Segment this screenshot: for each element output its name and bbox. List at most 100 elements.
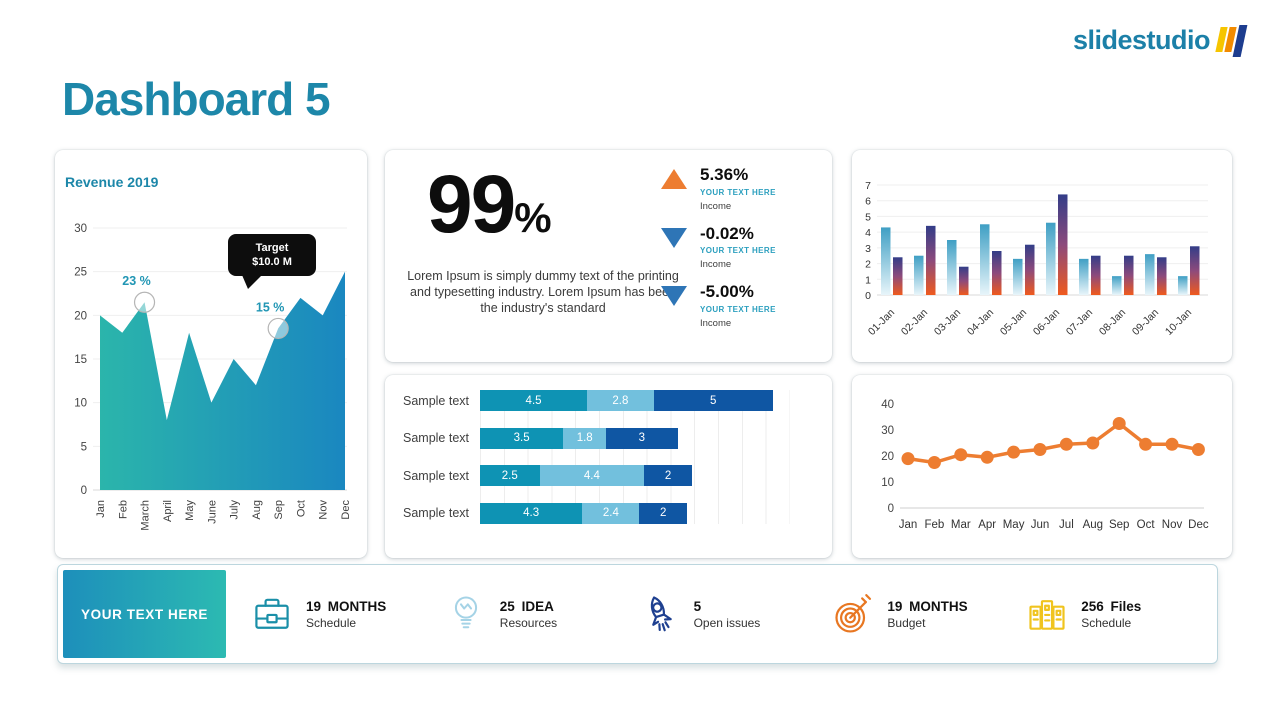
svg-text:23 %: 23 % (122, 274, 151, 288)
svg-text:05-Jan: 05-Jan (998, 307, 1029, 338)
svg-text:30: 30 (881, 425, 894, 437)
stacked-bar-row: Sample text 4.3 2.4 2 (385, 502, 832, 524)
svg-text:Jul: Jul (1059, 519, 1074, 531)
kpi-caption: Income (700, 259, 732, 271)
revenue-card: Revenue 2019 0 5 10 15 20 25 30 Jan Feb March Apri… (55, 150, 367, 558)
svg-text:May: May (184, 500, 196, 521)
stacked-bar-row: Sample text 3.5 1.8 3 (385, 427, 832, 449)
tooltip-line1: Target (255, 242, 289, 254)
brand-logo: slidestudio (1072, 22, 1248, 58)
svg-text:5: 5 (81, 441, 87, 453)
stacked-row-label: Sample text (403, 468, 470, 483)
target-icon (835, 594, 872, 633)
stat-value: 5 (693, 598, 702, 614)
files-icon (1029, 600, 1065, 630)
svg-text:25: 25 (74, 267, 87, 279)
svg-text:04-Jan: 04-Jan (965, 307, 996, 338)
svg-text:Oct: Oct (1137, 519, 1156, 531)
stacked-bar-segment: 2.4 (582, 502, 640, 524)
stat-label: Open issues (693, 615, 761, 630)
stat-files-schedule: 256 Files Schedule (1013, 592, 1207, 636)
svg-text:10: 10 (881, 477, 894, 489)
svg-text:Mar: Mar (951, 519, 971, 531)
daily-bars-card: 0 1 2 3 4 5 6 7 01-Jan 02-Jan 03-Jan 04-Jan 05-Jan 06… (852, 150, 1232, 362)
svg-text:Jun: Jun (1031, 519, 1050, 531)
stacked-bars-card: Sample text 4.5 2.8 5 Sample text 3.5 1.8 3 Samp… (385, 375, 832, 558)
svg-text:4: 4 (865, 227, 871, 239)
footer-strip: YOUR TEXT HERE 19 MONTHS Schedule (57, 564, 1218, 664)
target-tooltip: Target $10.0 M (228, 234, 316, 289)
kpi-subtitle: YOUR TEXT HERE (700, 187, 776, 197)
down-arrow-icon (661, 227, 687, 248)
rocket-icon (650, 596, 672, 632)
svg-text:Dec: Dec (1188, 519, 1209, 531)
lightbulb-icon (454, 596, 477, 629)
stacked-bar-segment: 5 (653, 390, 773, 411)
svg-text:April: April (162, 500, 174, 522)
stacked-bar-segment: 1.8 (563, 427, 607, 449)
stacked-row-label: Sample text (403, 431, 470, 445)
svg-text:15 %: 15 % (256, 300, 285, 314)
svg-text:Sep: Sep (273, 500, 285, 520)
svg-text:10-Jan: 10-Jan (1163, 307, 1194, 338)
svg-text:Nov: Nov (1162, 519, 1183, 531)
svg-text:Nov: Nov (318, 500, 330, 520)
revenue-area-chart: 0 5 10 15 20 25 30 Jan Feb March April May June July A… (55, 150, 367, 558)
up-arrow-icon (661, 169, 687, 189)
stat-value: 256 Files (1081, 598, 1142, 614)
stat-budget-months: 19 MONTHS Budget (819, 592, 1013, 636)
stacked-bar-segment: 2.5 (480, 465, 540, 486)
svg-text:Oct: Oct (295, 500, 307, 517)
stacked-bar-row: Sample text 4.5 2.8 5 (385, 390, 832, 411)
kpi-caption: Income (700, 318, 732, 330)
stat-value: 19 MONTHS (306, 598, 387, 614)
daily-bar-chart: 0 1 2 3 4 5 6 7 01-Jan 02-Jan 03-Jan 04-Jan 05-Jan 06… (852, 150, 1232, 362)
svg-text:6: 6 (865, 196, 871, 208)
svg-text:0: 0 (865, 290, 871, 302)
stat-label: Resources (499, 615, 558, 630)
svg-text:20: 20 (881, 451, 894, 463)
brand-logo-text: slidestudio (1072, 25, 1211, 55)
svg-text:02-Jan: 02-Jan (899, 307, 930, 338)
svg-text:0: 0 (81, 485, 87, 497)
kpi-item-income-down1: -0.02% YOUR TEXT HERE Income (661, 224, 776, 271)
svg-text:Jan: Jan (95, 500, 107, 518)
svg-text:Apr: Apr (978, 519, 996, 531)
stacked-bar-segment: 4.4 (539, 465, 645, 486)
svg-text:7: 7 (865, 180, 871, 192)
svg-text:10: 10 (74, 398, 87, 410)
kpi-subtitle: YOUR TEXT HERE (700, 246, 776, 256)
stat-label: Schedule (1081, 615, 1132, 630)
svg-text:Aug: Aug (1083, 519, 1103, 531)
tooltip-line2: $10.0 M (252, 256, 292, 268)
kpi-subtitle: YOUR TEXT HERE (700, 305, 776, 315)
stacked-bar-segment: 3 (606, 427, 678, 449)
stacked-bar-segment: 4.5 (480, 390, 588, 411)
stacked-bar-segment: 4.3 (480, 502, 583, 524)
svg-text:07-Jan: 07-Jan (1064, 307, 1095, 338)
stacked-row-label: Sample text (403, 506, 470, 520)
svg-text:20: 20 (74, 310, 87, 322)
stacked-bar-segment: 2 (644, 465, 692, 486)
footer-highlight-block: YOUR TEXT HERE (63, 570, 226, 658)
stat-open-issues: 5 Open issues (626, 592, 820, 636)
svg-text:Feb: Feb (117, 500, 129, 519)
stacked-bar-segment: 2 (639, 502, 688, 524)
svg-text:March: March (140, 500, 152, 531)
stacked-gridlines (480, 390, 790, 524)
stat-value: 25 IDEA (499, 598, 554, 614)
svg-text:5: 5 (865, 211, 871, 223)
stat-value: 19 MONTHS (887, 598, 968, 614)
svg-text:May: May (1003, 519, 1025, 531)
stacked-row-label: Sample text (403, 393, 470, 408)
kpi-list: 5.36% YOUR TEXT HERE Income -0.02% YOUR … (661, 165, 776, 330)
svg-text:08-Jan: 08-Jan (1097, 307, 1128, 338)
stat-idea-resources: 25 IDEA Resources (432, 592, 626, 636)
tooltip-tail (242, 275, 262, 289)
svg-text:01-Jan: 01-Jan (866, 307, 897, 338)
kpi-value: -5.00% (700, 282, 754, 302)
stat-schedule-months: 19 MONTHS Schedule (238, 592, 432, 636)
brand-logo-icon (1215, 25, 1248, 57)
svg-text:2: 2 (865, 259, 871, 271)
